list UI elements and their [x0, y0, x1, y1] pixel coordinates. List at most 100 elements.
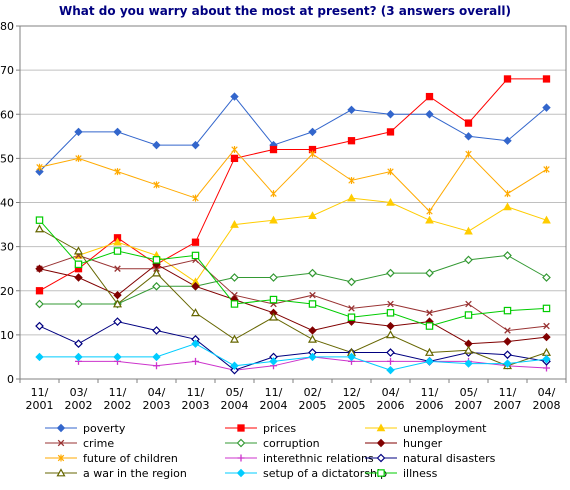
legend-label-future-of-children: future of children [83, 452, 178, 465]
x-tick-label: 03/ [70, 386, 88, 399]
data-point-corruption [308, 268, 317, 278]
data-point-a-war-in-the-region [190, 308, 201, 317]
x-tick-label: 11/ [499, 386, 517, 399]
x-tick-label: 2005 [338, 399, 366, 412]
legend-marker-setup-of-a-dictatorship [236, 468, 246, 478]
data-point-poverty [191, 140, 200, 150]
data-point-poverty [347, 105, 356, 115]
legend-label-corruption: corruption [263, 437, 320, 450]
data-point-hunger [542, 332, 551, 342]
data-point-prices [269, 145, 278, 154]
data-point-hunger [113, 290, 122, 300]
x-tick-label: 2004 [260, 399, 288, 412]
series-line-crime [39, 254, 547, 332]
data-point-setup-of-a-dictatorship [191, 339, 200, 348]
data-point-illness [230, 300, 239, 308]
legend-marker-interethnic-relations [237, 454, 245, 462]
data-point-a-war-in-the-region [73, 246, 84, 255]
data-point-corruption [425, 268, 434, 278]
legend-marker-illness [377, 469, 385, 477]
data-point-illness [386, 309, 395, 317]
data-point-prices [191, 238, 200, 246]
data-point-a-war-in-the-region [229, 334, 240, 343]
data-point-hunger [308, 326, 317, 335]
data-point-prices [35, 287, 44, 295]
x-tick-label: 2008 [533, 399, 561, 412]
data-point-unemployment [503, 202, 512, 211]
data-point-future-of-children [504, 190, 511, 198]
data-point-illness [113, 247, 122, 255]
data-point-natural-disasters [503, 350, 512, 360]
data-point-future-of-children [192, 194, 199, 202]
data-point-corruption [542, 273, 551, 282]
data-point-illness [347, 313, 356, 321]
x-tick-label: 04/ [382, 386, 400, 399]
legend-label-poverty: poverty [83, 422, 126, 435]
data-point-future-of-children [348, 176, 355, 184]
data-point-crime [543, 322, 550, 330]
data-point-a-war-in-the-region [112, 299, 123, 308]
x-tick-label: 04/ [538, 386, 556, 399]
data-point-future-of-children [231, 146, 238, 154]
data-point-illness [269, 295, 278, 304]
data-point-hunger [386, 321, 395, 331]
series-lines [39, 78, 547, 371]
data-point-crime [348, 305, 355, 312]
series-line-corruption [39, 254, 547, 305]
legend-marker-natural-disasters [376, 453, 386, 463]
x-tick-label: 11/ [109, 386, 127, 399]
x-tick-label: 04/ [148, 386, 166, 399]
x-tick-label: 2004 [221, 399, 249, 412]
legend-marker-unemployment [376, 423, 386, 432]
data-point-poverty [386, 110, 395, 119]
data-point-prices [386, 128, 395, 136]
x-tick-label: 11/ [31, 386, 49, 399]
data-point-prices [347, 137, 356, 145]
legend-marker-hunger [376, 438, 386, 448]
data-point-poverty [503, 136, 512, 145]
data-point-setup-of-a-dictatorship [425, 357, 434, 366]
legend-marker-a-war-in-the-region [56, 468, 66, 477]
data-point-setup-of-a-dictatorship [269, 357, 278, 366]
legend-label-unemployment: unemployment [403, 422, 487, 435]
y-tick-label: 70 [0, 64, 14, 77]
data-point-natural-disasters [230, 365, 239, 375]
data-point-unemployment [269, 215, 278, 224]
data-point-future-of-children [309, 150, 316, 158]
data-point-corruption [386, 268, 395, 278]
legend-label-a-war-in-the-region: a war in the region [83, 467, 187, 480]
data-point-poverty [35, 167, 44, 176]
data-point-setup-of-a-dictatorship [230, 361, 239, 370]
y-tick-label: 30 [0, 241, 14, 254]
data-point-corruption [35, 299, 44, 309]
series-line-poverty [39, 95, 547, 172]
data-point-a-war-in-the-region [385, 330, 396, 339]
data-point-corruption [152, 281, 161, 291]
legend-marker-future-of-children [57, 454, 65, 462]
data-point-interethnic-relations [387, 357, 394, 365]
legend-label-setup-of-a-dictatorship: setup of a dictatorship [263, 467, 387, 480]
data-point-future-of-children [270, 190, 277, 198]
data-point-corruption [74, 299, 83, 309]
y-tick-label: 0 [7, 373, 14, 386]
series-line-setup-of-a-dictatorship [39, 343, 547, 371]
data-point-a-war-in-the-region [151, 268, 162, 277]
data-point-setup-of-a-dictatorship [464, 359, 473, 368]
data-point-corruption [503, 251, 512, 260]
x-tick-label: 2002 [104, 399, 132, 412]
x-tick-label: 2003 [182, 399, 210, 412]
legend-label-illness: illness [403, 467, 438, 480]
data-point-prices [464, 119, 473, 127]
data-point-poverty [425, 110, 434, 119]
x-tick-label: 2007 [455, 399, 483, 412]
data-point-illness [152, 256, 161, 264]
series-line-hunger [39, 263, 547, 345]
data-point-prices [542, 75, 551, 83]
data-point-crime [114, 265, 121, 272]
data-point-natural-disasters [152, 326, 161, 335]
x-tick-label: 12/ [343, 386, 361, 399]
x-tick-label: 2001 [26, 399, 54, 412]
data-point-hunger [74, 273, 83, 282]
x-tick-label: 2006 [416, 399, 444, 412]
data-point-poverty [542, 103, 551, 112]
